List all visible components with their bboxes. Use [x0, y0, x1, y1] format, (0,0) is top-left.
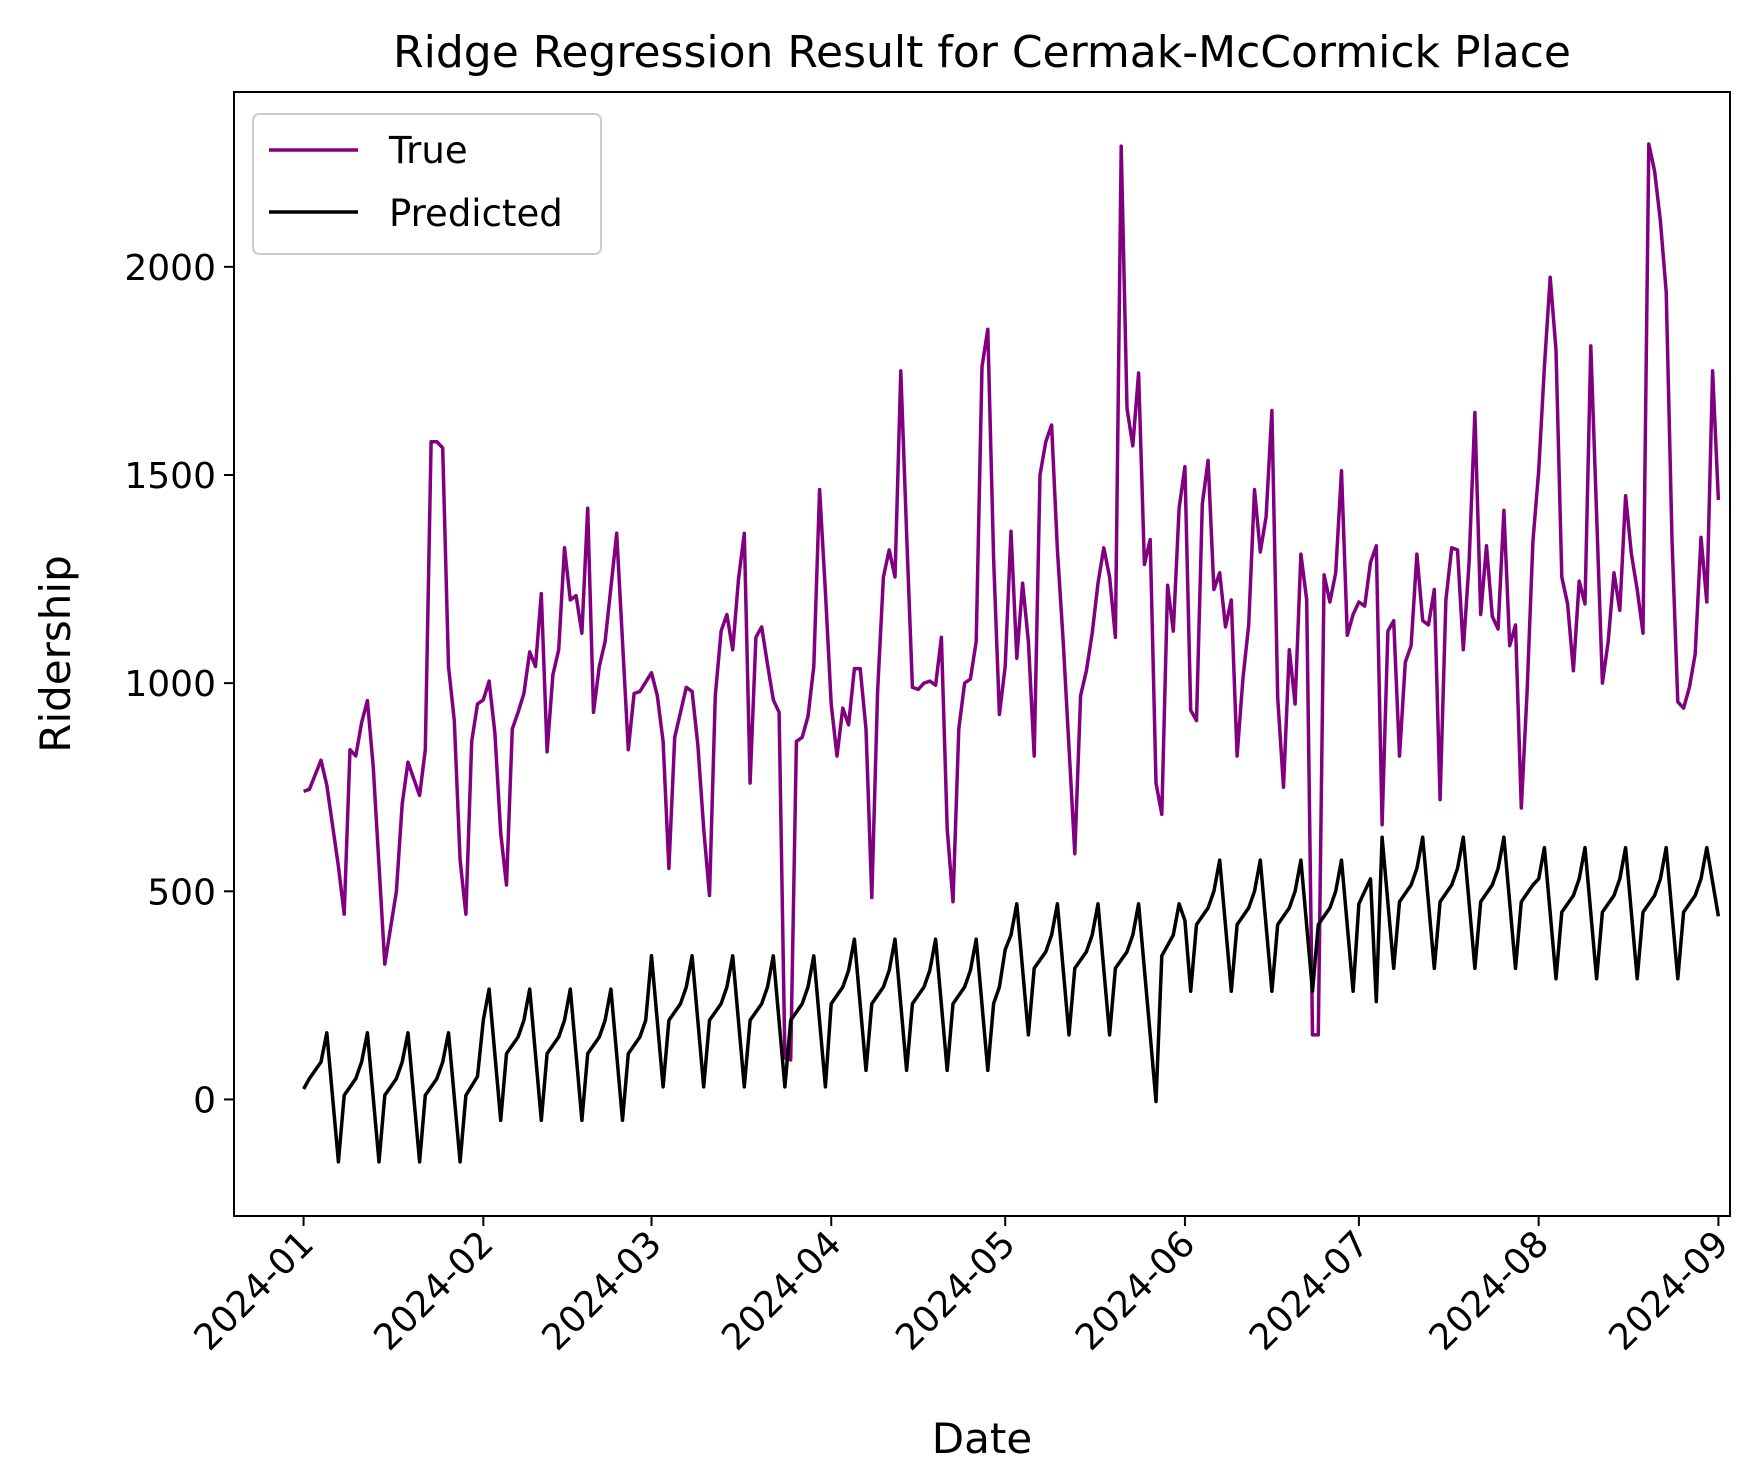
y-axis: 0 500 1000 1500 2000 — [124, 248, 234, 1121]
y-tick-label: 1000 — [124, 664, 216, 705]
chart-title: Ridge Regression Result for Cermak-McCor… — [393, 27, 1571, 78]
legend: True Predicted — [252, 113, 602, 255]
plot-area-frame — [233, 91, 1731, 1217]
y-tick-label: 2000 — [124, 248, 216, 289]
series-line-true — [303, 142, 1721, 1062]
series-line-predicted — [302, 835, 1721, 1164]
x-axis-label: Date — [932, 1414, 1032, 1463]
y-tick-label: 500 — [147, 872, 216, 913]
y-tick-label: 1500 — [124, 456, 216, 497]
y-tick-label: 0 — [193, 1080, 216, 1121]
legend-true-label: True — [388, 129, 468, 172]
y-axis-label: Ridership — [31, 555, 80, 752]
legend-predicted-label: Predicted — [389, 192, 563, 235]
series-layer — [302, 142, 1721, 1164]
